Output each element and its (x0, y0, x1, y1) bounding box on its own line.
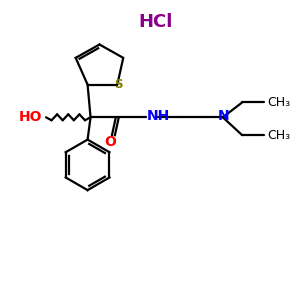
Text: HO: HO (19, 110, 42, 124)
Text: CH₃: CH₃ (267, 129, 290, 142)
Text: N: N (218, 109, 229, 123)
Text: HCl: HCl (139, 13, 173, 31)
Text: NH: NH (147, 109, 170, 123)
Text: O: O (104, 135, 116, 149)
Text: CH₃: CH₃ (267, 96, 290, 109)
Text: S: S (115, 78, 123, 91)
